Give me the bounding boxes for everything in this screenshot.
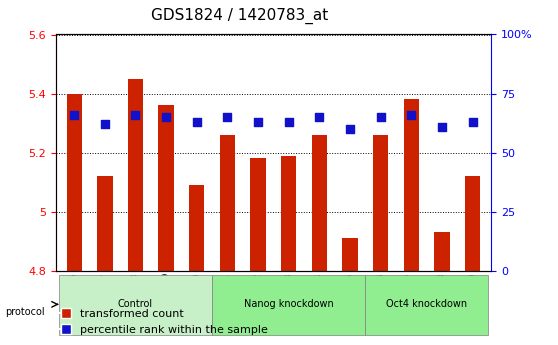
Point — [437, 124, 446, 129]
Bar — [97, 176, 113, 270]
Bar — [66, 93, 82, 270]
Point — [376, 115, 385, 120]
Point — [70, 112, 79, 118]
Bar — [189, 185, 204, 270]
Bar — [312, 135, 327, 270]
Point — [407, 112, 416, 118]
Bar — [403, 99, 419, 270]
Text: Nanog knockdown: Nanog knockdown — [244, 299, 334, 309]
Point — [131, 112, 140, 118]
FancyBboxPatch shape — [59, 275, 212, 335]
Bar — [158, 105, 174, 270]
FancyBboxPatch shape — [365, 275, 488, 335]
Point — [100, 121, 109, 127]
Text: Control: Control — [118, 299, 153, 309]
Bar — [373, 135, 388, 270]
Point — [468, 119, 477, 125]
Bar — [281, 156, 296, 270]
FancyBboxPatch shape — [212, 275, 365, 335]
Text: protocol: protocol — [6, 307, 45, 317]
Bar — [251, 158, 266, 270]
Point — [315, 115, 324, 120]
Point — [254, 119, 263, 125]
Point — [223, 115, 232, 120]
Point — [345, 126, 354, 132]
Bar — [465, 176, 480, 270]
Bar — [220, 135, 235, 270]
Text: GDS1824 / 1420783_at: GDS1824 / 1420783_at — [151, 8, 329, 24]
Point — [193, 119, 201, 125]
Point — [162, 115, 171, 120]
Point — [284, 119, 293, 125]
Bar — [343, 238, 358, 270]
Legend: transformed count, percentile rank within the sample: transformed count, percentile rank withi… — [56, 305, 272, 339]
Text: Oct4 knockdown: Oct4 knockdown — [386, 299, 467, 309]
Bar — [128, 79, 143, 270]
Bar — [434, 232, 450, 270]
